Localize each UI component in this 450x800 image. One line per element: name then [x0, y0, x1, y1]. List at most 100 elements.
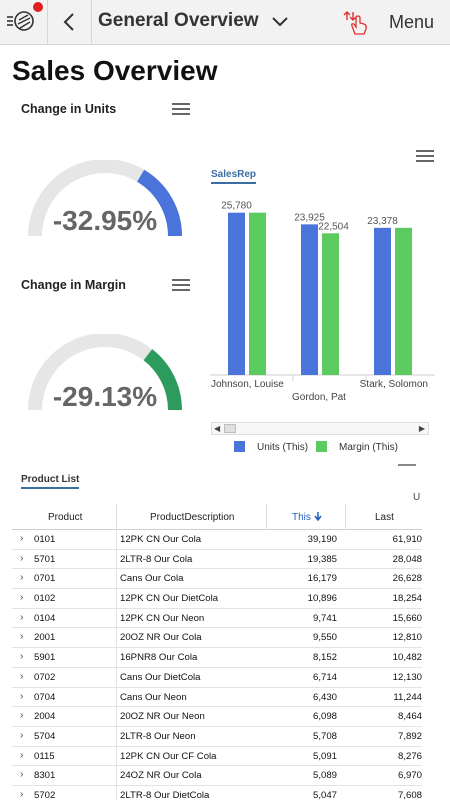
expand-chevron-icon[interactable]: ›	[20, 552, 24, 564]
cell-last: 26,628	[392, 573, 422, 585]
expand-chevron-icon[interactable]: ›	[20, 749, 24, 761]
table-row[interactable]: › 0701 Cans Our Cola 16,179 26,628	[12, 569, 422, 590]
bar-data-label: 23,925	[294, 212, 325, 223]
cell-product: 0704	[34, 691, 56, 703]
cell-this: 19,385	[307, 553, 337, 565]
cell-product-description: 12PK CN Our DietCola	[120, 593, 219, 605]
cell-this: 5,089	[312, 770, 337, 782]
cell-this: 5,091	[312, 750, 337, 762]
bar[interactable]	[395, 227, 412, 375]
cell-product: 5704	[34, 730, 56, 742]
divider	[398, 464, 416, 466]
bar-data-label: 23,378	[367, 216, 398, 227]
bar[interactable]	[249, 212, 266, 375]
table-row[interactable]: › 5901 16PNR8 Our Cola 8,152 10,482	[12, 648, 422, 668]
page-title: Sales Overview	[12, 55, 218, 86]
cell-last: 8,464	[397, 711, 422, 723]
cell-product: 0701	[34, 573, 56, 585]
gauge-units-menu-icon[interactable]	[172, 103, 190, 115]
cell-product-description: 20OZ NR Our Cola	[120, 632, 202, 644]
cell-last: 7,608	[397, 789, 422, 800]
table-row[interactable]: › 2004 20OZ NR Our Neon 6,098 8,464	[12, 707, 422, 727]
cell-this: 9,741	[312, 612, 337, 624]
expand-chevron-icon[interactable]: ›	[20, 631, 24, 643]
column-group-header: U	[413, 492, 421, 503]
expand-chevron-icon[interactable]: ›	[20, 729, 24, 741]
cell-this: 10,896	[307, 593, 337, 605]
table-row[interactable]: › 5704 2LTR-8 Our Neon 5,708 7,892	[12, 727, 422, 747]
sort-down-icon	[314, 512, 322, 522]
expand-chevron-icon[interactable]: ›	[20, 670, 24, 682]
header-this-label: This	[292, 512, 311, 523]
gauge-margin-value: -29.13%	[52, 381, 158, 412]
scroll-left-icon[interactable]: ◀	[214, 424, 221, 433]
table-row[interactable]: › 0115 12PK CN Our CF Cola 5,091 8,276	[12, 747, 422, 767]
table-row[interactable]: › 0702 Cans Our DietCola 6,714 12,130	[12, 668, 422, 688]
expand-chevron-icon[interactable]: ›	[20, 788, 24, 800]
expand-chevron-icon[interactable]: ›	[20, 710, 24, 722]
cell-last: 12,130	[392, 671, 422, 683]
expand-chevron-icon[interactable]: ›	[20, 572, 24, 584]
chart-menu-icon[interactable]	[416, 150, 434, 162]
table-row[interactable]: › 8301 24OZ NR Our Cola 5,089 6,970	[12, 766, 422, 786]
gesture-icon[interactable]	[341, 8, 369, 41]
app-menu-button[interactable]	[0, 0, 48, 45]
chevron-down-icon[interactable]	[270, 12, 290, 35]
table-row[interactable]: › 5702 2LTR-8 Our DietCola 5,047 7,608	[12, 786, 422, 800]
cell-product: 0115	[34, 750, 55, 762]
header-divider	[116, 504, 117, 530]
cell-this: 5,047	[312, 789, 337, 800]
header-divider	[345, 504, 346, 530]
cell-this: 6,098	[312, 711, 337, 723]
page-title-dropdown[interactable]: General Overview	[98, 10, 259, 31]
scroll-thumb[interactable]	[224, 424, 236, 433]
cell-product: 0101	[34, 534, 56, 545]
header-this[interactable]: This	[292, 512, 322, 523]
gauge-fill	[143, 349, 182, 411]
gauge-margin	[28, 334, 182, 411]
legend-units-label: Units (This)	[257, 442, 309, 453]
bar[interactable]	[228, 212, 245, 375]
top-bar: General Overview Menu	[0, 0, 450, 45]
expand-chevron-icon[interactable]: ›	[20, 592, 24, 604]
cell-product: 2004	[34, 711, 56, 723]
table-row[interactable]: › 5701 2LTR-8 Our Cola 19,385 28,048	[12, 550, 422, 570]
table-row[interactable]: › 0102 12PK CN Our DietCola 10,896 18,254	[12, 589, 422, 609]
table-row[interactable]: › 0704 Cans Our Neon 6,430 11,244	[12, 688, 422, 708]
table-row[interactable]: › 2001 20OZ NR Our Cola 9,550 12,810	[12, 628, 422, 649]
cell-last: 7,892	[397, 730, 422, 742]
expand-chevron-icon[interactable]: ›	[20, 769, 24, 781]
header-product-description[interactable]: ProductDescription	[150, 512, 235, 523]
cell-this: 6,714	[312, 671, 337, 683]
menu-button[interactable]: Menu	[389, 12, 435, 32]
x-tick-label: Stark, Solomon	[360, 379, 428, 390]
cell-product-description: 24OZ NR Our Cola	[120, 770, 202, 782]
chart-scrollbar[interactable]: ◀ ▶	[211, 422, 429, 435]
expand-chevron-icon[interactable]: ›	[20, 651, 24, 663]
bar-data-label: 25,780	[221, 201, 252, 212]
back-button[interactable]	[48, 0, 92, 45]
header-product[interactable]: Product	[48, 512, 83, 523]
header-last[interactable]: Last	[375, 512, 394, 523]
bar[interactable]	[374, 227, 391, 375]
app-logo-icon	[7, 2, 43, 31]
cell-last: 15,660	[392, 612, 422, 624]
header-divider	[266, 504, 267, 530]
table-row[interactable]: › 0104 12PK CN Our Neon 9,741 15,660	[12, 609, 422, 629]
chart-tab-salesrep[interactable]: SalesRep	[211, 169, 257, 184]
scroll-right-icon[interactable]: ▶	[418, 424, 425, 433]
legend-margin: Margin (This)	[316, 441, 398, 453]
cell-product-description: Cans Our Cola	[120, 573, 184, 585]
table-row[interactable]: › 0101 12PK CN Our Cola 39,190 61,910	[12, 530, 422, 550]
gauge-margin-menu-icon[interactable]	[172, 279, 190, 291]
cell-product-description: Cans Our DietCola	[120, 671, 201, 683]
bar[interactable]	[301, 224, 318, 375]
expand-chevron-icon[interactable]: ›	[20, 690, 24, 702]
tab-product-list[interactable]: Product List	[21, 474, 80, 489]
bar[interactable]	[322, 233, 339, 375]
expand-chevron-icon[interactable]: ›	[20, 611, 24, 623]
cell-product: 5702	[34, 789, 56, 800]
cell-product-description: Cans Our Neon	[120, 691, 187, 703]
expand-chevron-icon[interactable]: ›	[20, 533, 24, 544]
x-tick-label: Johnson, Louise	[211, 379, 284, 390]
